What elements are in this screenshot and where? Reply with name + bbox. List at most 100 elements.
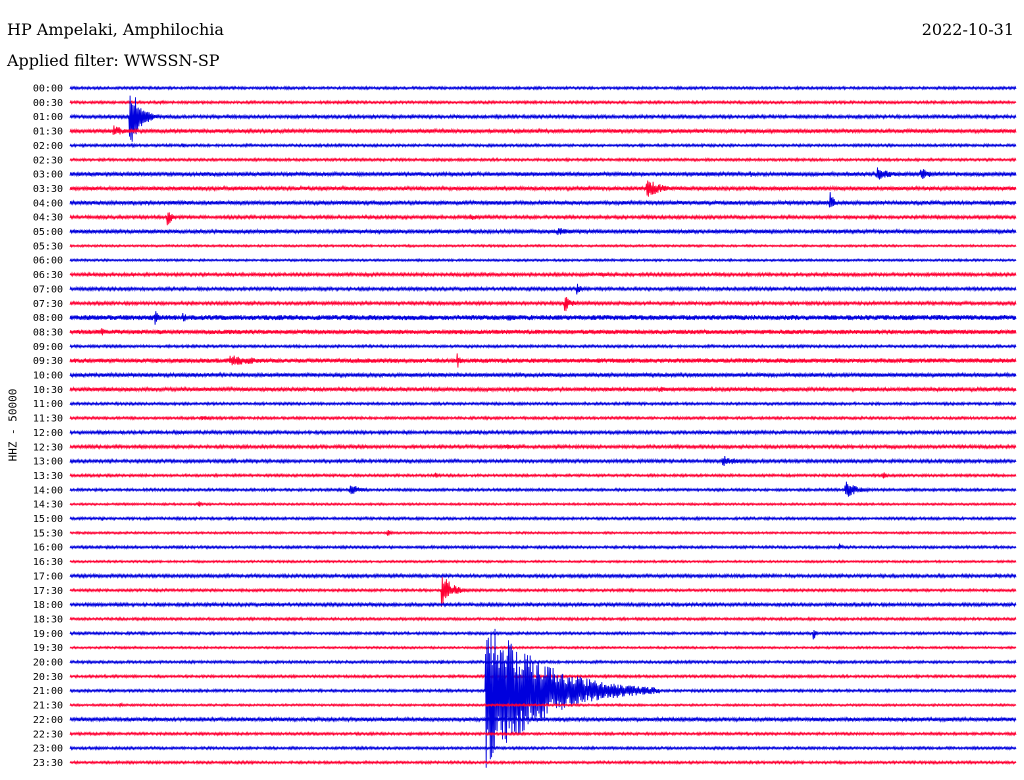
seismic-trace bbox=[69, 645, 1017, 650]
seismic-trace bbox=[69, 257, 1017, 263]
y-tick-label: 06:00 bbox=[33, 256, 63, 267]
y-tick-label: 17:00 bbox=[33, 571, 63, 582]
seismic-trace bbox=[69, 142, 1017, 149]
seismic-trace bbox=[69, 455, 1017, 467]
seismic-trace bbox=[69, 180, 1017, 197]
seismic-trace bbox=[69, 515, 1017, 522]
y-tick-label: 16:30 bbox=[33, 557, 63, 568]
seismic-trace bbox=[69, 745, 1017, 751]
y-tick-label: 01:30 bbox=[33, 127, 63, 138]
seismic-trace bbox=[69, 759, 1017, 766]
y-tick-label: 11:00 bbox=[33, 399, 63, 410]
seismic-trace bbox=[69, 311, 1017, 325]
y-tick-label: 13:00 bbox=[33, 457, 63, 468]
seismic-trace bbox=[69, 99, 1017, 106]
y-tick-label: 22:00 bbox=[33, 715, 63, 726]
filter-label: Applied filter: WWSSN-SP bbox=[7, 51, 220, 70]
y-tick-label: 17:30 bbox=[33, 586, 63, 597]
seismic-trace bbox=[69, 243, 1017, 249]
seismic-trace bbox=[69, 343, 1017, 350]
seismic-trace bbox=[69, 659, 1017, 665]
y-tick-label: 23:30 bbox=[33, 758, 63, 769]
y-tick-label: 15:00 bbox=[33, 514, 63, 525]
seismic-trace bbox=[69, 472, 1017, 479]
y-tick-label: 04:00 bbox=[33, 198, 63, 209]
seismic-trace bbox=[69, 616, 1017, 622]
seismic-trace bbox=[69, 156, 1017, 163]
y-tick-label: 01:00 bbox=[33, 112, 63, 123]
y-tick-label: 20:30 bbox=[33, 672, 63, 683]
y-tick-label: 09:30 bbox=[33, 356, 63, 367]
seismic-trace bbox=[69, 328, 1017, 336]
y-tick-label: 02:00 bbox=[33, 141, 63, 152]
y-tick-label: 03:00 bbox=[33, 170, 63, 181]
y-tick-label: 08:00 bbox=[33, 313, 63, 324]
y-tick-label: 19:00 bbox=[33, 629, 63, 640]
seismic-trace bbox=[69, 572, 1017, 580]
y-tick-label: 18:00 bbox=[33, 600, 63, 611]
seismic-trace bbox=[69, 212, 1017, 226]
y-tick-label: 04:30 bbox=[33, 213, 63, 224]
seismic-trace bbox=[69, 167, 1017, 180]
trace-group bbox=[69, 85, 1017, 768]
y-tick-label: 18:30 bbox=[33, 614, 63, 625]
y-tick-label: 15:30 bbox=[33, 528, 63, 539]
y-tick-label: 19:30 bbox=[33, 643, 63, 654]
seismic-trace bbox=[69, 95, 1017, 142]
y-tick-label: 11:30 bbox=[33, 414, 63, 425]
y-tick-label: 00:30 bbox=[33, 98, 63, 109]
y-tick-label: 00:00 bbox=[33, 84, 63, 95]
y-tick-label: 06:30 bbox=[33, 270, 63, 281]
seismic-trace bbox=[69, 715, 1017, 723]
seismic-trace bbox=[69, 271, 1017, 278]
seismic-trace bbox=[69, 601, 1017, 608]
seismic-trace bbox=[69, 283, 1017, 295]
y-tick-label: 05:00 bbox=[33, 227, 63, 238]
seismic-trace bbox=[69, 577, 1017, 607]
seismic-trace bbox=[69, 543, 1017, 551]
y-tick-label: 20:00 bbox=[33, 658, 63, 669]
y-tick-label: 12:00 bbox=[33, 428, 63, 439]
y-tick-label: 12:30 bbox=[33, 442, 63, 453]
seismic-trace bbox=[69, 443, 1017, 450]
seismic-trace bbox=[69, 629, 1017, 640]
y-tick-label: 10:30 bbox=[33, 385, 63, 396]
seismic-trace bbox=[69, 400, 1017, 407]
seismic-trace bbox=[69, 85, 1017, 91]
seismic-trace bbox=[69, 125, 1017, 135]
station-title: HP Ampelaki, Amphilochia bbox=[7, 20, 224, 39]
y-tick-label: 08:30 bbox=[33, 327, 63, 338]
date-label: 2022-10-31 bbox=[921, 20, 1014, 39]
seismic-trace bbox=[69, 501, 1017, 507]
y-tick-label: 13:30 bbox=[33, 471, 63, 482]
y-tick-label: 21:00 bbox=[33, 686, 63, 697]
y-tick-group: 00:00 00:30 01:00 01:30 02:00 02:30 03:00 03:30… bbox=[33, 84, 63, 769]
y-tick-label: 02:30 bbox=[33, 155, 63, 166]
y-tick-label: 23:00 bbox=[33, 744, 63, 755]
seismic-trace bbox=[69, 701, 1017, 708]
y-tick-label: 07:30 bbox=[33, 299, 63, 310]
y-tick-label: 07:00 bbox=[33, 284, 63, 295]
y-tick-label: 21:30 bbox=[33, 701, 63, 712]
seismic-trace bbox=[69, 353, 1017, 368]
seismic-trace bbox=[69, 481, 1017, 497]
seismic-trace bbox=[69, 559, 1017, 564]
seismic-trace bbox=[69, 628, 1017, 768]
seismic-trace bbox=[69, 192, 1017, 208]
seismic-trace bbox=[69, 296, 1017, 312]
seismic-trace bbox=[69, 371, 1017, 379]
y-tick-label: 14:00 bbox=[33, 485, 63, 496]
seismic-trace bbox=[69, 529, 1017, 536]
seismic-trace bbox=[69, 415, 1017, 421]
y-tick-label: 05:30 bbox=[33, 241, 63, 252]
seismic-trace bbox=[69, 385, 1017, 393]
y-tick-label: 03:30 bbox=[33, 184, 63, 195]
y-tick-label: 09:00 bbox=[33, 342, 63, 353]
y-tick-label: 16:00 bbox=[33, 543, 63, 554]
y-tick-label: 14:30 bbox=[33, 500, 63, 511]
seismic-trace bbox=[69, 227, 1017, 236]
y-tick-label: 22:30 bbox=[33, 729, 63, 740]
seismic-trace bbox=[69, 730, 1017, 737]
y-tick-label: 10:00 bbox=[33, 371, 63, 382]
